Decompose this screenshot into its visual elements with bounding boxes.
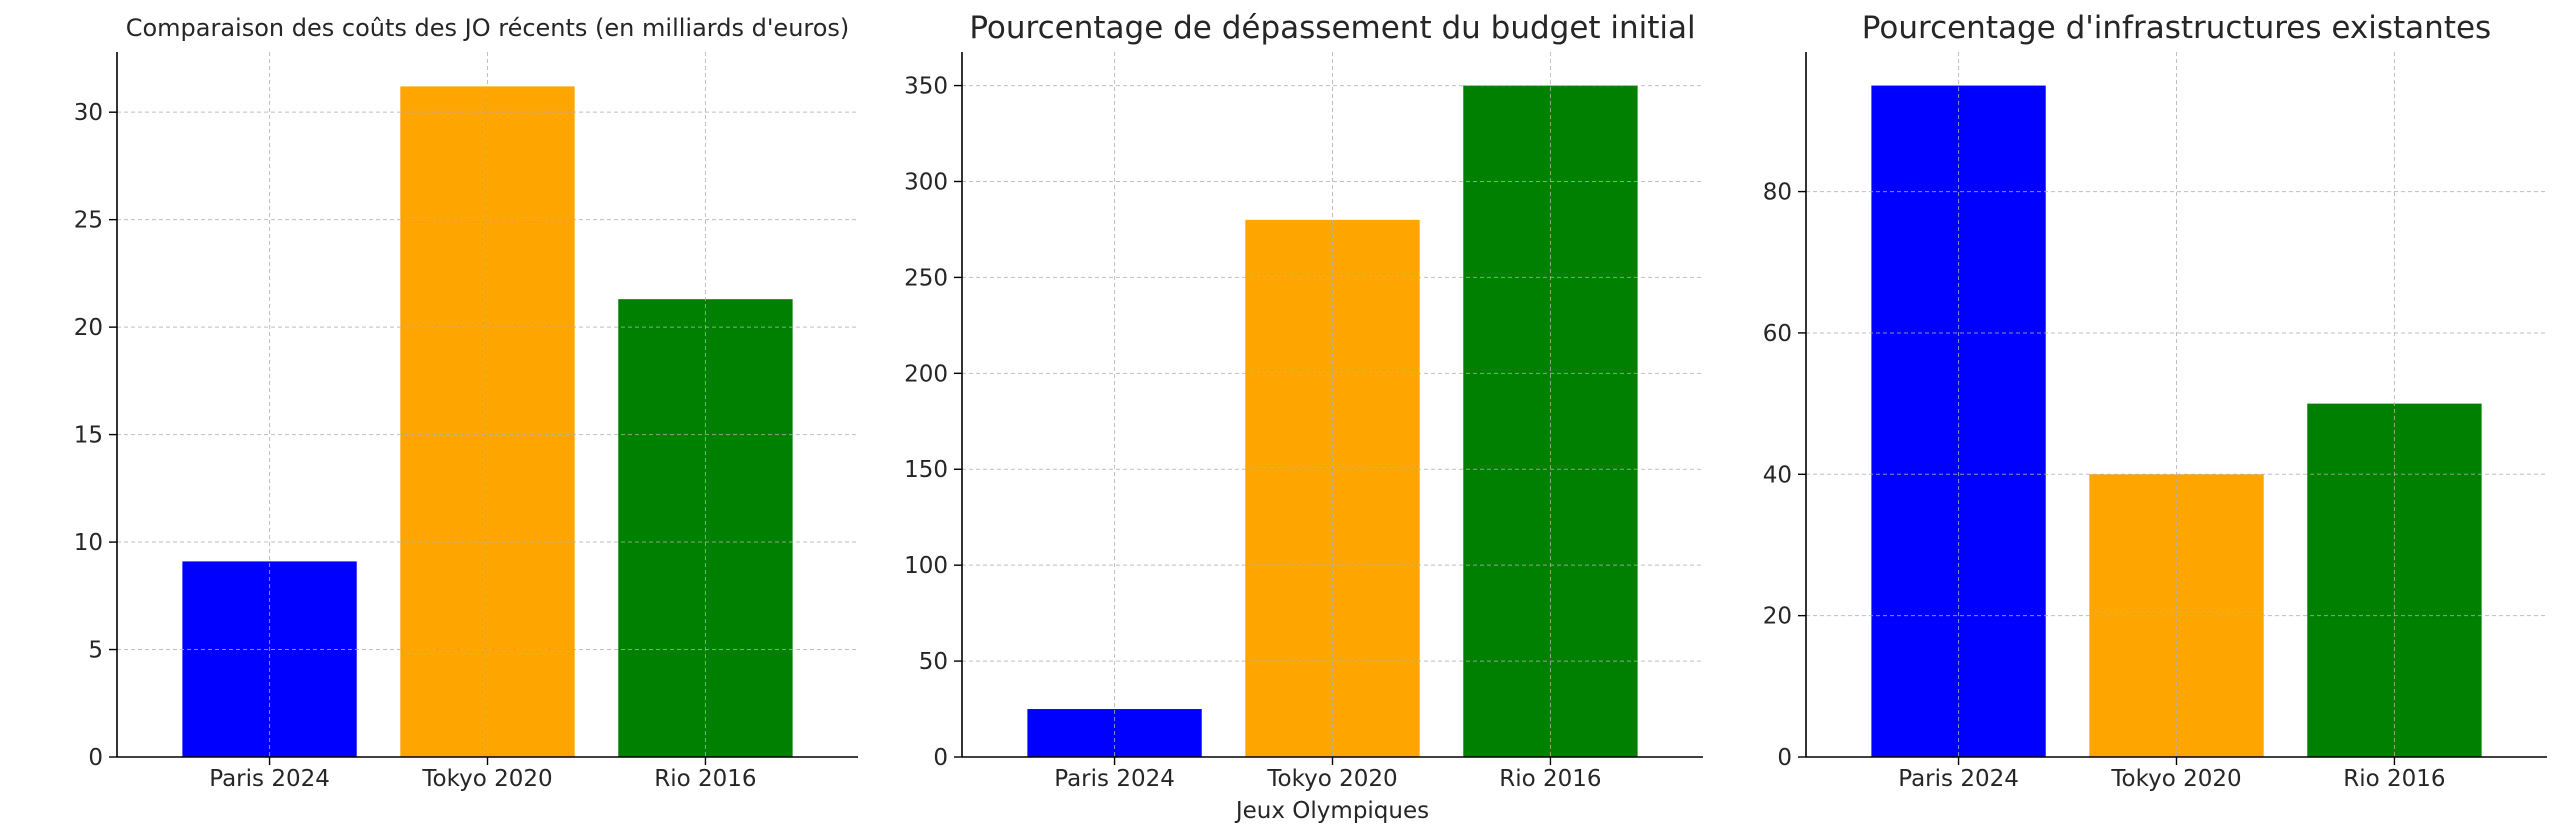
x-tick-label: Rio 2016 — [1499, 766, 1601, 792]
y-tick-label: 10 — [74, 530, 103, 556]
y-tick-label: 0 — [1777, 745, 1792, 771]
y-tick-label: 25 — [74, 208, 103, 234]
y-tick-label: 100 — [904, 553, 948, 579]
y-tick-label: 20 — [1763, 604, 1792, 630]
bar-rio-2016 — [1463, 85, 1638, 758]
y-tick-label: 250 — [904, 265, 948, 291]
y-tick-label: 50 — [919, 649, 948, 675]
x-axis-label: Jeux Olympiques — [1234, 798, 1429, 824]
y-tick-label: 0 — [88, 745, 103, 771]
x-tick-label: Rio 2016 — [654, 766, 756, 792]
bar-tokyo-2020 — [400, 86, 575, 757]
y-tick-label: 200 — [904, 361, 948, 387]
y-tick-label: 80 — [1763, 180, 1792, 206]
y-tick-label: 15 — [74, 423, 103, 449]
x-tick-label: Paris 2024 — [1898, 766, 2019, 792]
y-tick-label: 30 — [74, 100, 103, 126]
chart-title: Pourcentage de dépassement du budget ini… — [969, 10, 1695, 46]
x-tick-label: Paris 2024 — [1054, 766, 1175, 792]
bar-paris-2024 — [1871, 85, 2046, 758]
bars — [182, 86, 793, 757]
chart-panel-2: 0 50 100 150 200 250 300 350 Paris 2024 Tokyo 202… — [904, 10, 1703, 824]
x-tick-label: Tokyo 2020 — [1266, 766, 1397, 792]
chart-panel-1: 0 5 10 15 20 25 30 Paris 2024 Tokyo 2020 Rio 2016… — [74, 14, 858, 792]
chart-title: Comparaison des coûts des JO récents (en… — [126, 14, 850, 42]
y-tick-label: 5 — [88, 638, 103, 664]
y-tick-label: 60 — [1763, 321, 1792, 347]
y-tick-label: 40 — [1763, 462, 1792, 488]
y-tick-label: 150 — [904, 457, 948, 483]
x-tick-label: Paris 2024 — [209, 766, 330, 792]
y-tick-label: 20 — [74, 315, 103, 341]
chart-panel-3: 0 20 40 60 80 Paris 2024 Tokyo 2020 Rio 2016 Pou… — [1763, 10, 2547, 792]
chart-title: Pourcentage d'infrastructures existantes — [1862, 10, 2491, 46]
x-tick-label: Tokyo 2020 — [421, 766, 552, 792]
x-tick-label: Rio 2016 — [2343, 766, 2445, 792]
y-tick-label: 0 — [933, 745, 948, 771]
x-tick-label: Tokyo 2020 — [2110, 766, 2241, 792]
y-tick-label: 350 — [904, 74, 948, 100]
y-tick-label: 300 — [904, 169, 948, 195]
